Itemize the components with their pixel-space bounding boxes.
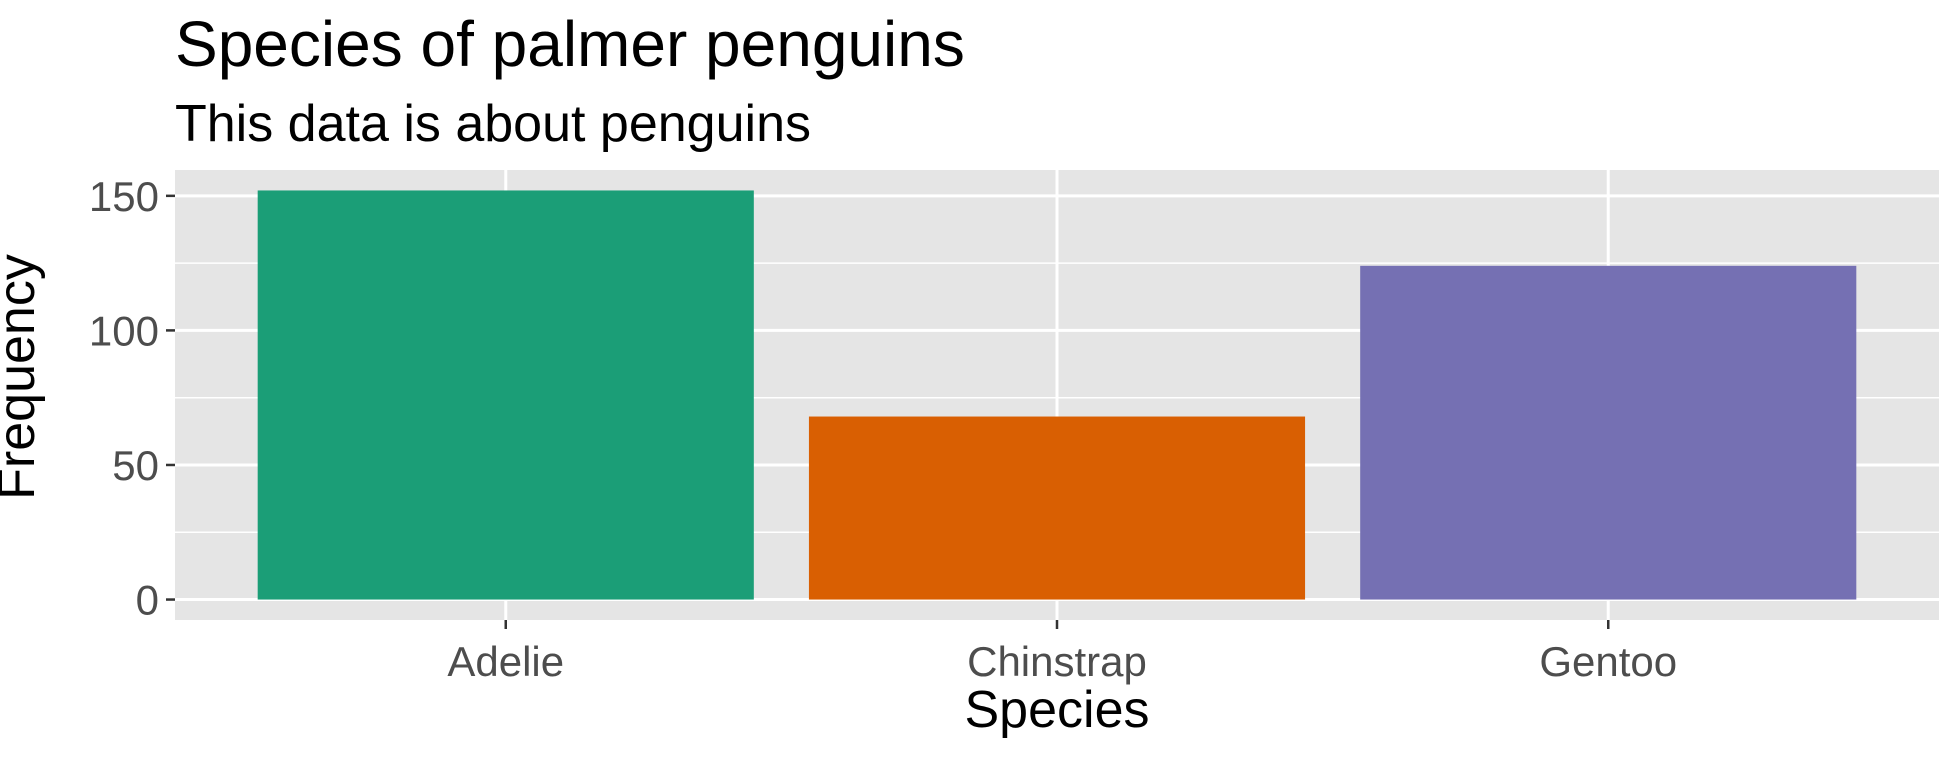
y-tick-label: 0 xyxy=(136,577,159,624)
chart-title: Species of palmer penguins xyxy=(175,8,965,80)
x-tick-label: Chinstrap xyxy=(967,638,1147,685)
x-axis-title: Species xyxy=(965,681,1150,739)
bar-chinstrap xyxy=(808,416,1306,600)
x-tick-label: Gentoo xyxy=(1539,638,1677,685)
bars xyxy=(257,190,1857,600)
y-tick-label: 150 xyxy=(89,173,159,220)
bar-gentoo xyxy=(1360,265,1857,600)
y-axis-title: Frequency xyxy=(0,254,46,500)
x-tick-label: Adelie xyxy=(447,638,564,685)
chart-subtitle: This data is about penguins xyxy=(175,95,811,153)
y-tick-label: 100 xyxy=(89,307,159,354)
axes: 0 50 100 150 Adelie Chinstrap Gentoo xyxy=(89,173,1677,685)
bar-adelie xyxy=(257,190,754,600)
y-tick-label: 50 xyxy=(112,442,159,489)
